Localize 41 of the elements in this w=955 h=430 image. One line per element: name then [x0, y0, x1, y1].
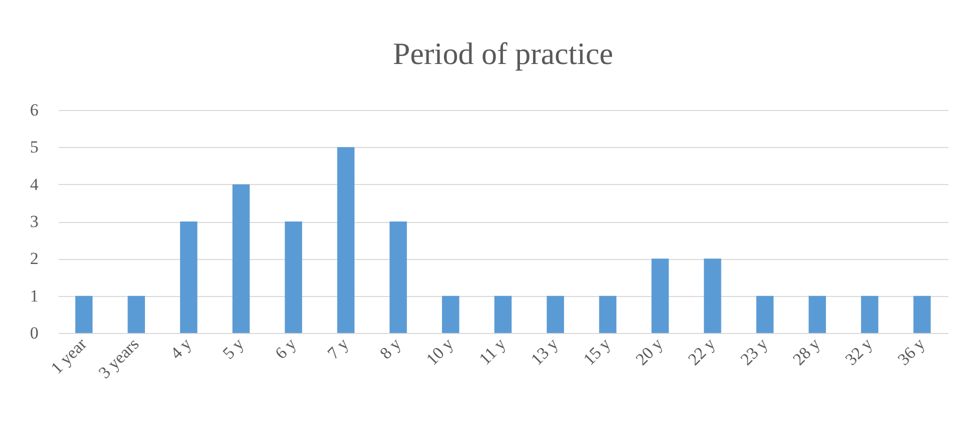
bar	[756, 296, 774, 333]
y-tick-label: 1	[30, 286, 38, 306]
x-tick-label: 7 y	[324, 334, 353, 363]
x-tick-label: 28 y	[789, 334, 824, 369]
bar	[704, 258, 722, 333]
bar	[75, 296, 93, 333]
x-tick-label: 8 y	[376, 334, 405, 363]
bar	[913, 296, 931, 333]
x-tick-label: 4 y	[166, 334, 196, 363]
y-tick-label: 5	[30, 138, 38, 157]
bar	[494, 296, 512, 333]
bar	[599, 296, 616, 333]
y-tick-label: 2	[30, 249, 38, 268]
x-tick-label: 5 y	[218, 334, 248, 363]
bar	[546, 296, 564, 333]
bar	[232, 184, 250, 333]
x-tick-label: 10 y	[422, 334, 458, 369]
x-tick-label: 1 year	[47, 334, 91, 378]
x-tick-label: 11 y	[475, 334, 510, 368]
bar	[390, 222, 407, 333]
x-tick-label: 13 y	[527, 334, 562, 369]
x-tick-label: 23 y	[736, 334, 772, 369]
x-tick-label: 22 y	[684, 334, 720, 369]
bar	[128, 296, 145, 333]
chart-title: Period of practice	[392, 36, 614, 71]
y-tick-label: 0	[30, 324, 38, 342]
bar	[180, 222, 198, 333]
bar	[652, 258, 669, 333]
x-tick-label: 36 y	[894, 334, 929, 369]
x-tick-label: 6 y	[271, 334, 300, 363]
x-tick-label: 32 y	[842, 334, 876, 369]
bar	[808, 296, 826, 333]
y-tick-label: 4	[30, 174, 39, 194]
bar	[337, 147, 354, 333]
x-tick-label: 15 y	[580, 334, 614, 369]
bar	[284, 222, 302, 333]
y-tick-label: 6	[30, 100, 38, 120]
y-tick-label: 3	[30, 212, 38, 231]
bar	[442, 296, 460, 333]
bar	[861, 296, 878, 333]
x-tick-label: 20 y	[632, 334, 667, 369]
